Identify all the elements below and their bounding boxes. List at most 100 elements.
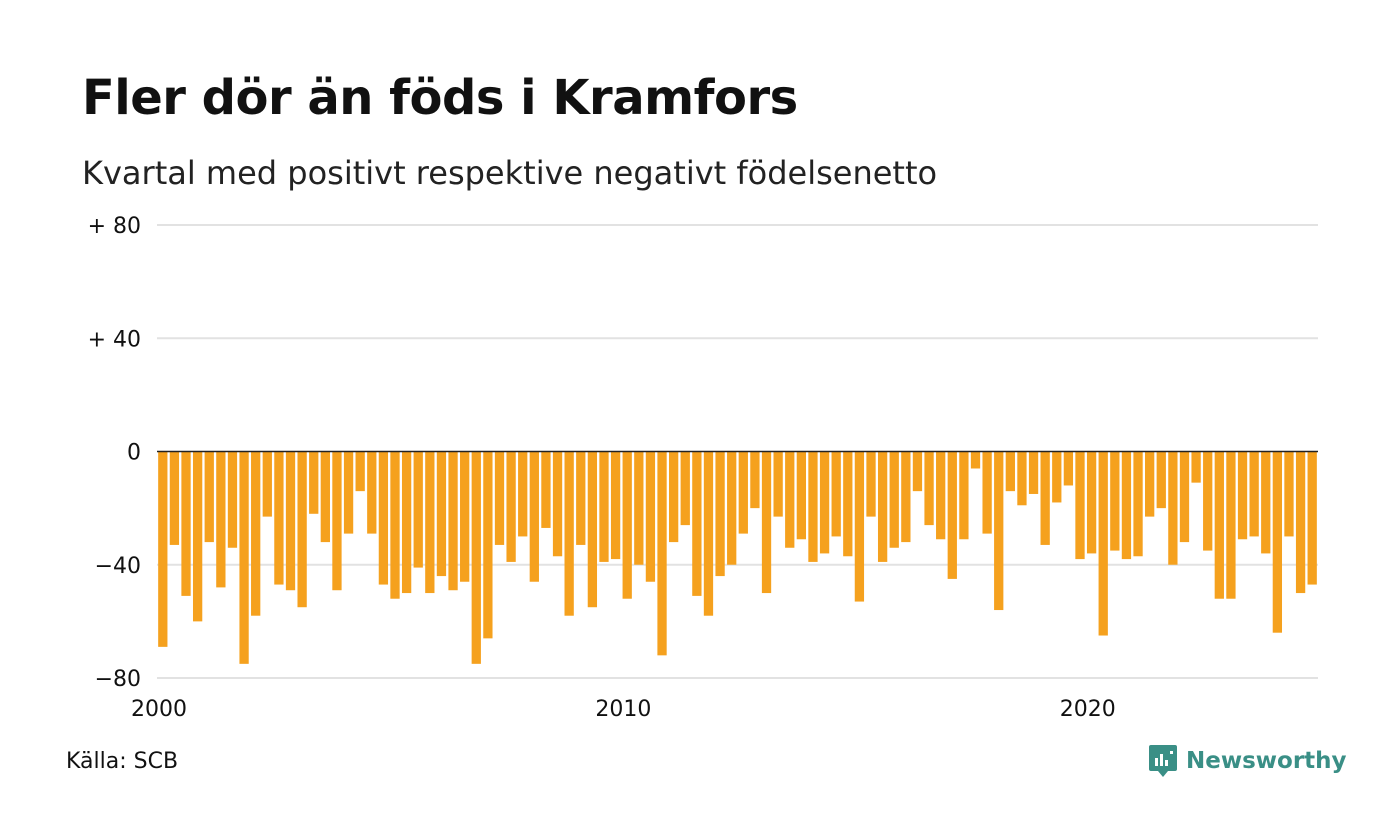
bar xyxy=(518,451,528,537)
bar xyxy=(169,451,180,545)
y-tick-label: 0 xyxy=(127,441,141,466)
x-tick-label: 2020 xyxy=(1060,697,1116,722)
bar xyxy=(1133,451,1143,557)
bar xyxy=(1307,451,1317,585)
bar xyxy=(494,451,505,545)
bar xyxy=(1226,451,1236,599)
bar xyxy=(529,451,539,582)
bar xyxy=(994,451,1004,611)
bar xyxy=(1098,451,1108,636)
bar xyxy=(309,451,319,514)
bar xyxy=(924,451,934,526)
bar xyxy=(738,451,748,534)
bar xyxy=(645,451,656,582)
bar xyxy=(831,451,841,537)
bar xyxy=(227,451,238,548)
chart-subtitle: Kvartal med positivt respektive negativt… xyxy=(82,154,938,192)
bar xyxy=(761,451,772,594)
bar xyxy=(378,451,389,585)
bar xyxy=(1145,451,1155,517)
bar xyxy=(703,451,714,616)
brand-logo: Newsworthy xyxy=(1148,744,1347,778)
bar xyxy=(773,451,783,517)
bar xyxy=(1179,451,1190,543)
bar xyxy=(587,451,598,608)
bar xyxy=(657,451,667,656)
bar xyxy=(680,451,690,526)
bar xyxy=(854,451,865,602)
bar xyxy=(877,451,888,562)
bar xyxy=(1086,451,1097,554)
x-tick-label: 2000 xyxy=(131,697,187,722)
x-tick-label: 2010 xyxy=(595,697,651,722)
bar xyxy=(1272,451,1283,633)
bar xyxy=(460,451,470,582)
bar xyxy=(1295,451,1306,594)
bar xyxy=(483,451,493,639)
bar xyxy=(843,451,853,557)
bar xyxy=(1121,451,1132,560)
bar xyxy=(251,451,261,616)
bar xyxy=(390,451,400,599)
bar xyxy=(727,451,737,565)
bar xyxy=(320,451,330,543)
bar xyxy=(1075,451,1085,560)
bar xyxy=(1168,451,1178,565)
bar xyxy=(622,451,632,599)
bar xyxy=(285,451,296,591)
bar xyxy=(1052,451,1062,503)
bar xyxy=(796,451,806,540)
bar xyxy=(506,451,516,562)
bar xyxy=(785,451,795,548)
bar xyxy=(819,451,830,554)
bar xyxy=(343,451,354,534)
bar xyxy=(1040,451,1050,545)
bar xyxy=(239,451,249,664)
bar xyxy=(216,451,226,588)
bar xyxy=(576,451,586,545)
bar xyxy=(425,451,435,594)
bar xyxy=(541,451,551,528)
y-tick-label: + 80 xyxy=(88,214,141,239)
bar xyxy=(610,451,621,560)
bar xyxy=(401,451,412,594)
bar xyxy=(436,451,447,577)
bar xyxy=(1249,451,1259,537)
bar xyxy=(1156,451,1166,509)
bar xyxy=(367,451,377,534)
bar xyxy=(192,451,203,622)
bar xyxy=(1005,451,1015,492)
bar xyxy=(1110,451,1120,551)
bar xyxy=(262,451,272,517)
bar xyxy=(471,451,481,664)
bar xyxy=(1284,451,1294,537)
bar xyxy=(181,451,191,596)
bar xyxy=(1261,451,1271,554)
bar xyxy=(936,451,946,540)
bar xyxy=(982,451,992,534)
bar xyxy=(669,451,679,543)
bar xyxy=(1017,451,1027,506)
brand-name: Newsworthy xyxy=(1186,748,1347,774)
y-tick-label: −40 xyxy=(95,554,141,579)
bar xyxy=(808,451,818,562)
bar xyxy=(355,451,365,492)
bar xyxy=(947,451,957,579)
bar xyxy=(1028,451,1039,494)
bar xyxy=(413,451,423,568)
bar xyxy=(297,451,307,608)
bar xyxy=(970,451,981,469)
bar xyxy=(158,451,168,647)
bar xyxy=(332,451,342,591)
bar xyxy=(912,451,923,492)
bar xyxy=(692,451,702,596)
bar xyxy=(1237,451,1248,540)
bar xyxy=(715,451,725,577)
bar xyxy=(959,451,969,540)
source-note: Källa: SCB xyxy=(66,749,179,774)
bar xyxy=(889,451,899,548)
bar xyxy=(634,451,644,565)
newsworthy-logo-icon xyxy=(1149,745,1177,777)
y-tick-label: + 40 xyxy=(88,327,141,352)
y-tick-label: −80 xyxy=(95,667,141,692)
